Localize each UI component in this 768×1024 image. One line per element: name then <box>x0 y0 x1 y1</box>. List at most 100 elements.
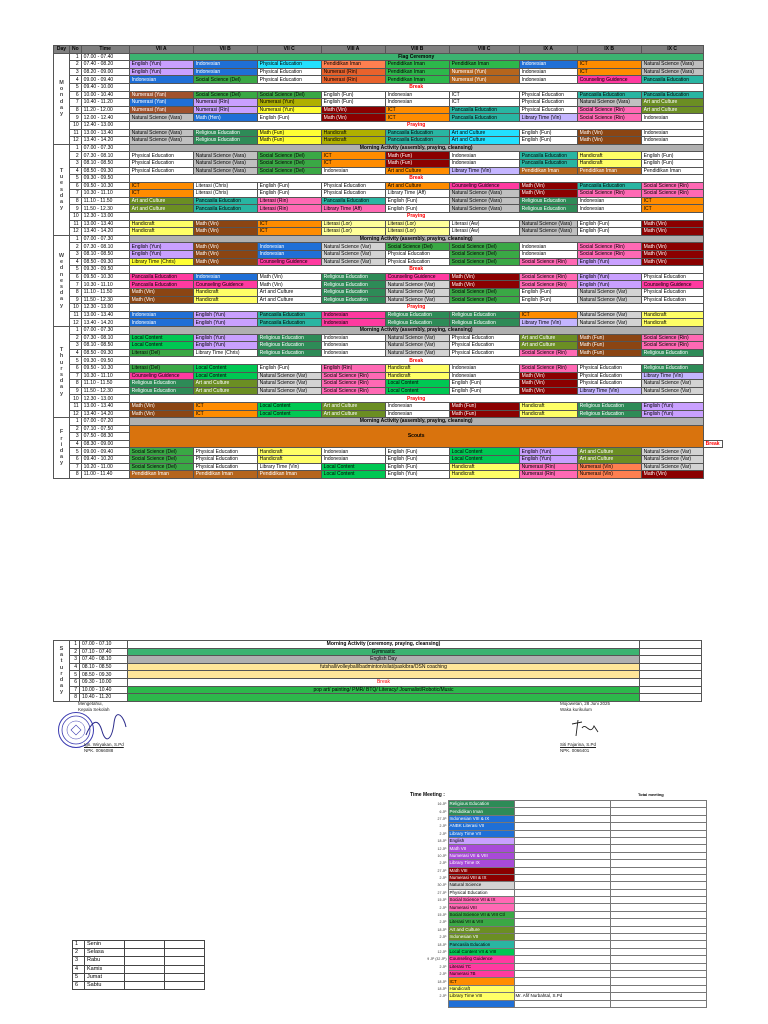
subject-cell: English (Yun) <box>518 447 578 457</box>
period-time: 07.30 - 08.10 <box>80 242 130 252</box>
subject-cell: Pancasila Education <box>640 90 704 100</box>
subject-cell: Art and Culture <box>518 341 578 350</box>
period-number: 6 <box>69 455 82 464</box>
subject-cell: Math (Vin) <box>640 242 704 252</box>
period-number: 5 <box>69 447 82 457</box>
subject-cell: Natural Science (Var) <box>576 295 642 305</box>
period-time: 12.30 - 13.00 <box>80 212 130 221</box>
day-letter: o <box>59 86 64 93</box>
break-bar: Break <box>128 356 704 365</box>
day-letter: r <box>60 670 63 677</box>
subject-cell: Literasi (Chris) <box>192 181 258 191</box>
meeting-note <box>513 851 611 861</box>
subject-cell: Art and Culture <box>192 386 258 396</box>
subject-cell: Handicraft <box>384 363 450 373</box>
subject-cell: Handicraft <box>192 288 258 297</box>
subject-cell: Indonesian <box>320 341 386 350</box>
subject-cell: Natural Science (Var) <box>320 257 386 267</box>
subject-cell: Pendidikan Iman <box>384 67 450 77</box>
period-time: 07.10 - 07.40 <box>79 647 128 657</box>
meeting-row: 2 JP Numerasi VIII & IX <box>418 873 707 883</box>
subject-cell: Pendidikan Iman <box>576 166 642 176</box>
meeting-hours: 2 JP <box>439 861 447 866</box>
period-time: 10.40 - 11.20 <box>80 98 130 107</box>
table-row: 2 07.10 - 07.40 Gymnastic <box>54 647 702 657</box>
subject-cell: Literasi (Chris) <box>192 189 258 198</box>
right-signee: Siti Fajarina, S.Pd NPK. 0066401 <box>560 742 596 753</box>
meeting-row: 6 JP Pendidikan Iman <box>418 807 707 816</box>
activity-cell <box>127 670 640 679</box>
period-time: 12.30 - 13.00 <box>80 394 130 403</box>
subject-cell: Indonesian <box>448 158 520 168</box>
column-header: IX A <box>518 45 578 54</box>
meeting-row: 27 JP Physical Education <box>418 888 707 898</box>
meeting-note <box>513 910 611 920</box>
subject-cell: Physical Education <box>192 447 258 457</box>
subject-cell: Natural Science (Vara) <box>518 227 578 236</box>
table-row: 8 10.40 - 11.20 <box>54 693 702 702</box>
period-number: 1 <box>69 325 82 335</box>
period-time: 11.50 - 12.30 <box>80 295 130 305</box>
meeting-note <box>513 896 611 905</box>
period-time: 07.50 - 08.30 <box>80 432 130 441</box>
subject-cell: Pancasila Education <box>518 151 578 160</box>
subject-cell: Math (Vin) <box>640 257 704 267</box>
day-blank <box>164 948 205 958</box>
period-time: 12.40 - 13.00 <box>80 120 130 130</box>
subject-cell: Physical Education <box>192 455 258 464</box>
period-time: 12.00 - 12.40 <box>80 113 130 122</box>
period-number: 8 <box>69 288 82 297</box>
subject-cell: Numerasi (Yan) <box>128 105 194 115</box>
activity-cell: English Day <box>127 655 640 664</box>
period-time: 07.00 - 07.30 <box>80 234 130 244</box>
subject-cell: Local Content <box>128 341 194 350</box>
break-bar: Break <box>702 439 723 449</box>
subject-cell: ICT <box>128 189 194 198</box>
subject-cell: Math (Vin) <box>518 189 578 198</box>
subject-cell: Literasi (Lor) <box>384 227 450 236</box>
subject-cell: Handicraft <box>256 447 322 457</box>
subject-cell: Pancasila Education <box>448 105 520 115</box>
subject-cell: Social Science (Del) <box>192 90 258 100</box>
subject-cell: Art and Culture <box>256 288 322 297</box>
subject-cell: English (Fun) <box>384 455 450 464</box>
period-time: 11.00 - 11.40 <box>80 470 130 479</box>
period-number: 6 <box>69 90 82 100</box>
meeting-row: 2 JP Indonesian VII <box>418 933 707 942</box>
table-row: 7 10.20 - 11.00 Social Science (Del) Physic… <box>54 462 723 472</box>
subject-cell: Pancasila Education <box>576 181 642 191</box>
subject-cell: Math (Vin) <box>518 379 578 388</box>
subject-cell: Social Science (Rin) <box>518 348 578 358</box>
subject-cell: Math (Vin) <box>320 105 386 115</box>
meeting-row: 2 JP ANBK Literasi VII <box>418 822 707 831</box>
period-number: 1 <box>69 417 82 426</box>
subject-cell: ICT <box>518 310 578 320</box>
meeting-hours: 6 JP <box>439 809 447 814</box>
subject-cell: ICT <box>192 401 258 411</box>
subject-cell: Social Science (Del) <box>256 158 322 168</box>
subject-cell: Indonesian <box>192 67 258 77</box>
subject-cell: Local Content <box>256 409 322 419</box>
table-row: 6 09.40 - 10.20 Social Science (Del) Physic… <box>54 455 723 464</box>
subject-cell: Pancasila Education <box>640 75 704 84</box>
table-row: 9 11.50 - 12.30 Religious Education Art and… <box>54 386 723 396</box>
subject-cell: Religious Education <box>128 386 194 396</box>
extra-cell <box>639 685 702 695</box>
pray-bar: Praying <box>128 120 704 130</box>
meeting-row: 2 JP Numerasi 7B <box>418 969 707 979</box>
subject-cell: Counseling Guidence <box>640 280 704 289</box>
subject-cell: Pendidikan Iman <box>128 470 194 479</box>
subject-cell: Religious Education <box>518 196 578 206</box>
period-number: 4 <box>69 348 82 358</box>
meeting-hours: 30 JP <box>437 883 447 888</box>
meeting-hours: 15 JP <box>437 913 447 918</box>
subject-cell: Counseling Guidence <box>128 371 194 381</box>
period-number: 12 <box>69 318 82 327</box>
period-time: 10.30 - 11.10 <box>80 189 130 198</box>
subject-cell: Indonesian <box>576 204 642 214</box>
day-letter: u <box>59 359 64 366</box>
subject-cell: English (Yun) <box>128 242 194 252</box>
day-letter: M <box>59 80 64 87</box>
